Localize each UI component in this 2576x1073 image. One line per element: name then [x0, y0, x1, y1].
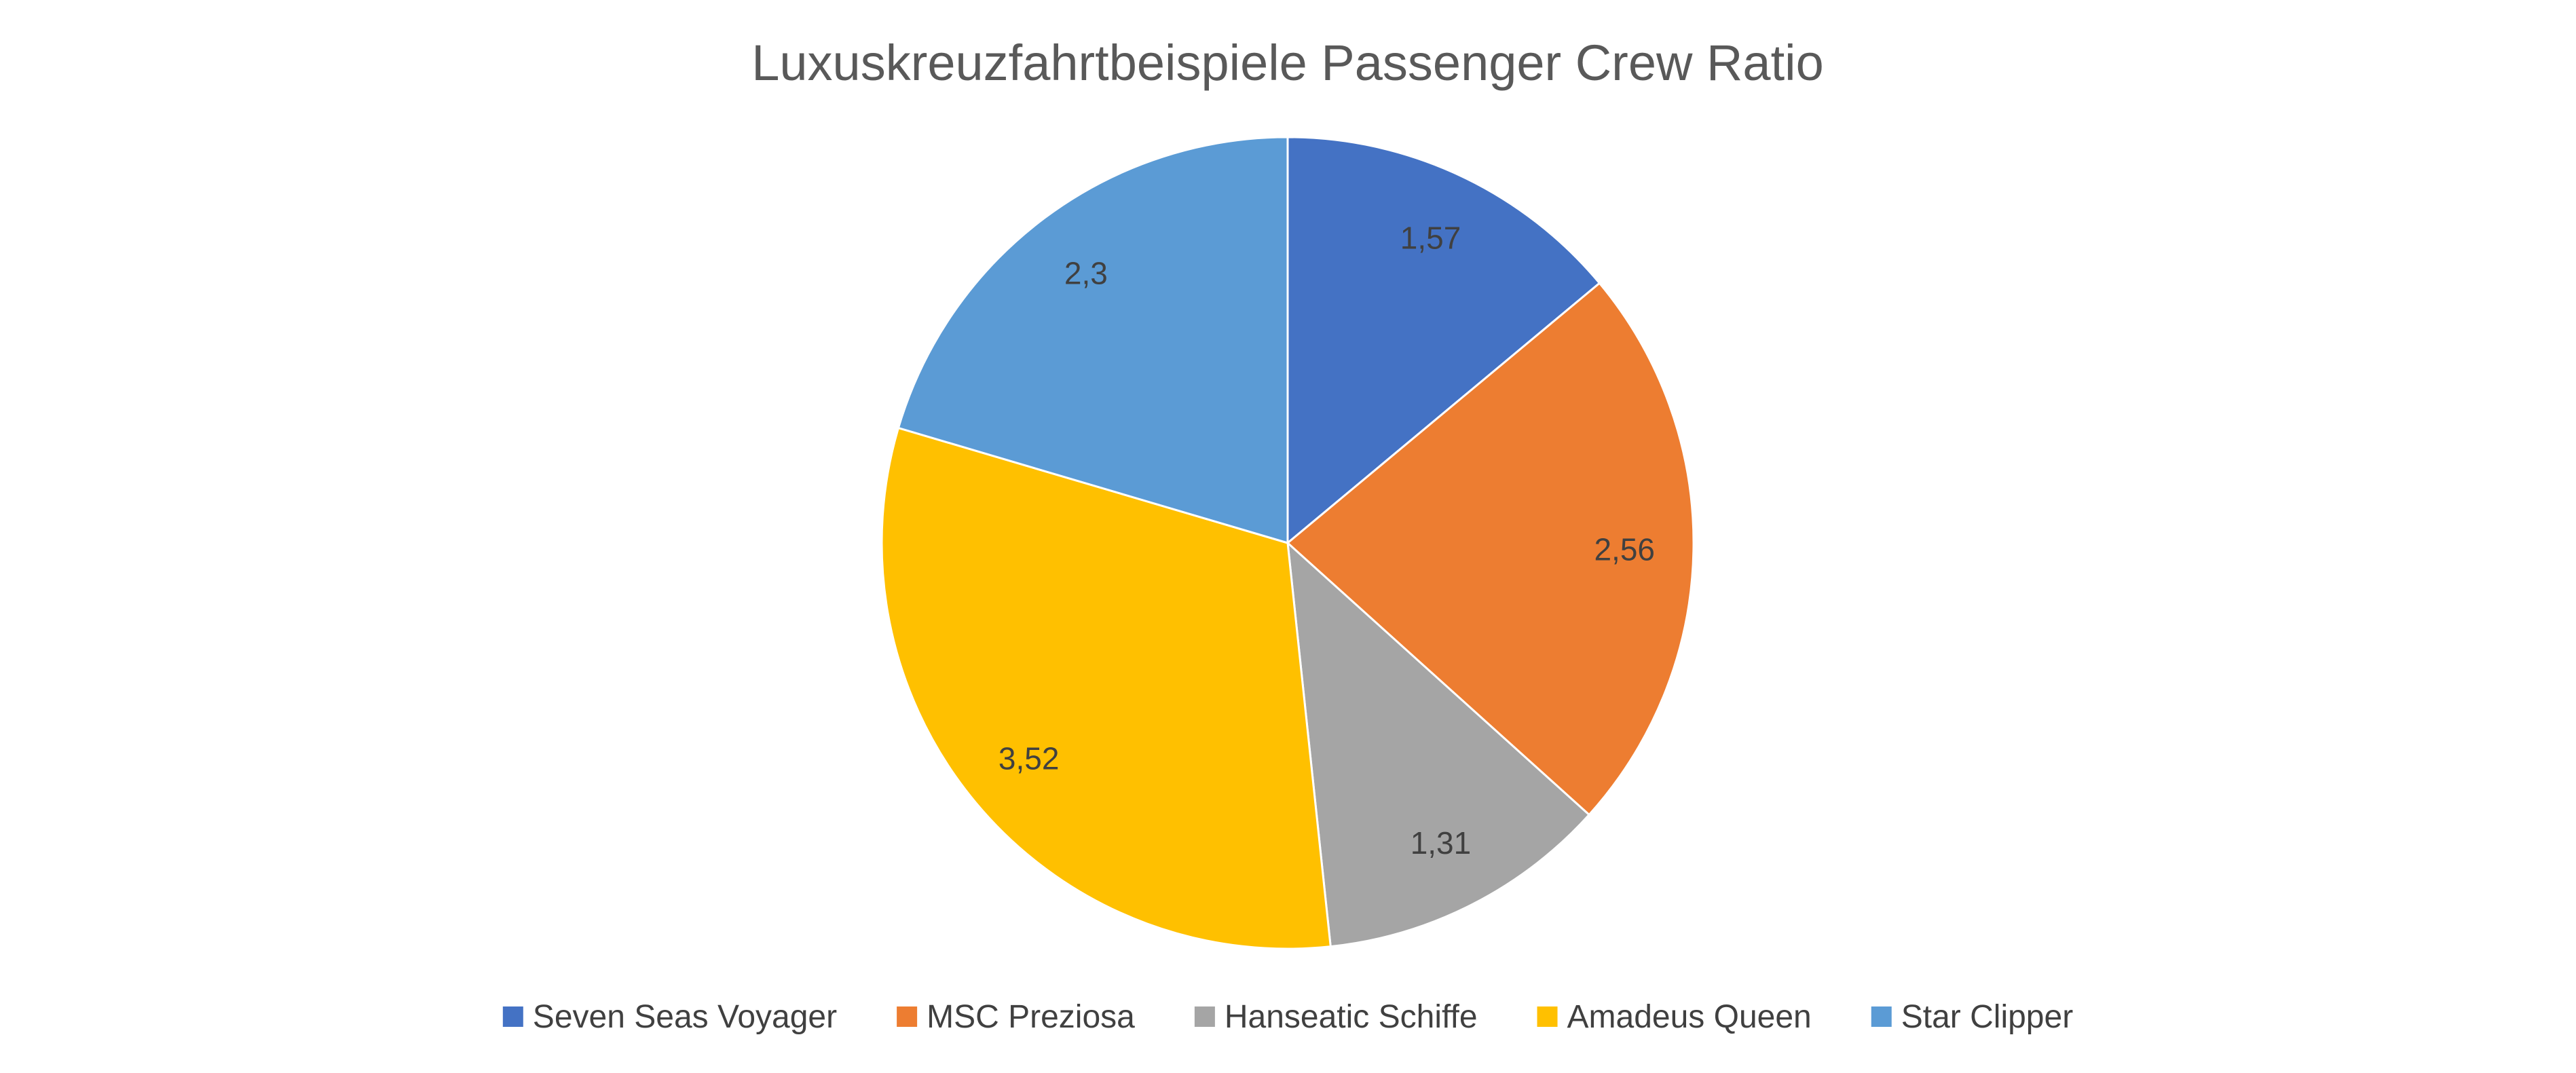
pie-slice-amadeus-queen: [880, 426, 1332, 950]
legend-label-seven-seas-voyager: Seven Seas Voyager: [533, 999, 837, 1035]
chart-title: Luxuskreuzfahrtbeispiele Passenger Crew …: [751, 35, 1823, 91]
pie-slice-seven-seas-voyager: [1286, 136, 1601, 546]
legend-swatch-msc-preziosa: [897, 1006, 918, 1027]
legend-item-star-clipper: Star Clipper: [1871, 999, 2073, 1035]
legend-swatch-seven-seas-voyager: [502, 1006, 523, 1027]
data-label-msc-preziosa: 2,56: [1594, 532, 1655, 567]
legend-swatch-hanseatic-schiffe: [1194, 1006, 1215, 1027]
data-label-star-clipper: 2,3: [1064, 255, 1108, 290]
legend-item-hanseatic-schiffe: Hanseatic Schiffe: [1194, 999, 1478, 1035]
data-label-seven-seas-voyager: 1,57: [1400, 221, 1461, 256]
legend-label-amadeus-queen: Amadeus Queen: [1567, 999, 1812, 1035]
legend-swatch-star-clipper: [1871, 1006, 1892, 1027]
pie-slices: [880, 136, 1695, 950]
pie-slice-hanseatic-schiffe: [1286, 540, 1591, 948]
legend-label-star-clipper: Star Clipper: [1901, 999, 2073, 1035]
legend-item-seven-seas-voyager: Seven Seas Voyager: [502, 999, 837, 1035]
legend-item-amadeus-queen: Amadeus Queen: [1537, 999, 1812, 1035]
legend-label-msc-preziosa: MSC Preziosa: [927, 999, 1135, 1035]
data-label-amadeus-queen: 3,52: [998, 741, 1060, 776]
data-label-hanseatic-schiffe: 1,31: [1411, 825, 1472, 861]
pie-data-labels: 1,57 2,56 1,31 3,52 2,3: [998, 221, 1655, 861]
pie-slice-msc-preziosa: [1286, 282, 1695, 816]
chart-legend: Seven Seas Voyager MSC Preziosa Hanseatic …: [502, 999, 2073, 1035]
legend-label-hanseatic-schiffe: Hanseatic Schiffe: [1225, 999, 1478, 1035]
legend-item-msc-preziosa: MSC Preziosa: [897, 999, 1135, 1035]
pie-slice-star-clipper: [897, 136, 1289, 545]
legend-swatch-amadeus-queen: [1537, 1006, 1558, 1027]
